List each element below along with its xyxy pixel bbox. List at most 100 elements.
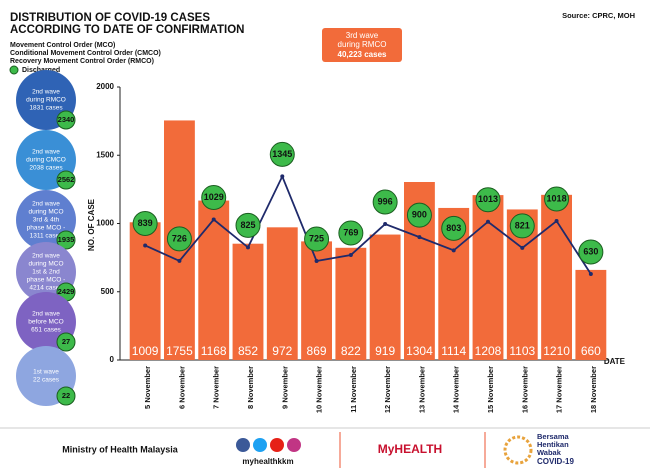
- social-icons: [236, 438, 301, 452]
- wave-label: 4214 cases: [29, 285, 63, 292]
- discharged-bubble: [406, 202, 432, 228]
- wave-label: 3rd & 4th: [33, 217, 60, 224]
- wave-label: 651 cases: [31, 327, 61, 334]
- x-tick-label: 9 November: [280, 366, 289, 409]
- wave-label: 2nd wave: [32, 253, 60, 260]
- wave-badge: [56, 386, 76, 406]
- bar-value-label: 972: [272, 344, 292, 358]
- x-axis-label: DATE: [604, 357, 626, 366]
- discharged-label: 821: [515, 220, 530, 230]
- discharged-label: 1029: [204, 192, 224, 202]
- wave-label: 22 cases: [33, 377, 60, 384]
- line-point: [520, 245, 525, 250]
- discharged-bubble: [201, 185, 227, 211]
- wave-label: 1831 cases: [29, 105, 63, 112]
- bar-value-label: 1168: [201, 344, 227, 358]
- wave-badge: [56, 110, 76, 130]
- line-point: [177, 258, 182, 263]
- y-tick-label: 1000: [96, 219, 114, 228]
- discharged-bubble: [441, 215, 467, 241]
- wave-label: 1311 cases: [30, 233, 64, 240]
- annotation: 40,223 cases: [338, 50, 387, 59]
- annotation-box: [322, 28, 402, 62]
- x-tick-label: 14 November: [452, 366, 461, 413]
- legend-label: Recovery Movement Control Order (RMCO): [10, 58, 154, 65]
- line-point: [143, 243, 148, 248]
- y-tick-label: 500: [101, 287, 115, 296]
- bar: [335, 247, 367, 360]
- discharged-bubble: [578, 239, 604, 265]
- wave-label: 1st & 2nd: [32, 269, 60, 276]
- campaign-logo: [503, 435, 533, 465]
- line-point: [280, 174, 285, 179]
- bar: [232, 243, 264, 360]
- x-tick-label: 15 November: [486, 366, 495, 413]
- footer-campaign: Wabak: [537, 448, 562, 457]
- wave-label: during RMCO: [26, 97, 66, 104]
- discharged-label: 1345: [272, 149, 292, 159]
- chart-title: DISTRIBUTION OF COVID-19 CASES: [10, 12, 210, 24]
- wave-badge: [56, 230, 76, 250]
- discharged-label: 630: [583, 246, 598, 256]
- chart-title: ACCORDING TO DATE OF CONFIRMATION: [10, 24, 244, 36]
- footer-campaign: COVID-19: [537, 457, 574, 466]
- x-tick-label: 17 November: [555, 366, 564, 413]
- discharged-label: 1018: [547, 193, 567, 203]
- y-tick-label: 2000: [96, 82, 114, 91]
- legend-swatch: [9, 65, 19, 75]
- discharged-label: 725: [309, 233, 324, 243]
- bar-value-label: 1114: [441, 344, 466, 358]
- discharged-label: 803: [446, 223, 461, 233]
- wave-badge: [56, 332, 76, 352]
- x-tick-label: 5 November: [143, 366, 152, 409]
- x-tick-label: 6 November: [177, 366, 186, 409]
- wave-label: phase MCO -: [27, 225, 66, 232]
- wave-discharged: 1935: [58, 235, 75, 244]
- legend-label: Movement Control Order (MCO): [10, 42, 115, 49]
- wave-label: 2nd wave: [32, 149, 60, 156]
- bar-value-label: 660: [581, 344, 601, 358]
- wave-label: during CMCO: [26, 157, 66, 164]
- line-point: [314, 259, 319, 264]
- discharged-label: 825: [240, 220, 255, 230]
- discharged-label: 900: [412, 210, 427, 220]
- wave-label: 2038 cases: [29, 165, 63, 172]
- wave-discharged: 2340: [58, 115, 75, 124]
- bar-value-label: 869: [307, 344, 327, 358]
- discharged-label: 769: [343, 227, 358, 237]
- bar-value-label: 822: [341, 344, 361, 358]
- wave-discharged: 2562: [58, 175, 75, 184]
- x-tick-label: 12 November: [383, 366, 392, 413]
- line-point: [554, 219, 559, 224]
- annotation: 3rd wave: [346, 31, 379, 40]
- discharged-bubble: [166, 226, 192, 252]
- y-axis-label: NO. OF CASE: [87, 198, 96, 251]
- x-tick-label: 13 November: [417, 366, 426, 413]
- footer-campaign: Bersama: [537, 432, 570, 441]
- x-tick-label: 16 November: [520, 366, 529, 413]
- bar: [266, 227, 298, 360]
- bar-value-label: 1009: [132, 344, 159, 358]
- bar: [198, 200, 230, 360]
- bar: [129, 222, 161, 360]
- wave-label: during MCO: [28, 261, 63, 268]
- x-tick-label: 8 November: [246, 366, 255, 409]
- bar-value-label: 1103: [509, 344, 535, 358]
- footer-brand: MyHEALTH: [378, 442, 442, 456]
- line-point: [451, 248, 456, 253]
- discharged-label: 1013: [478, 194, 498, 204]
- wave-label: 2nd wave: [32, 89, 60, 96]
- discharged-bubble: [269, 141, 295, 167]
- discharged-bubble: [544, 186, 570, 212]
- line-point: [211, 217, 216, 222]
- wave-label: before MCO: [28, 319, 63, 326]
- discharged-bubble: [475, 187, 501, 213]
- line-point: [486, 219, 490, 224]
- discharged-label: 839: [138, 218, 153, 228]
- discharged-bubble: [304, 226, 330, 252]
- source: Source: CPRC, MOH: [562, 11, 635, 20]
- bar-value-label: 1208: [475, 344, 502, 358]
- line-point: [348, 253, 353, 258]
- annotation: during RMCO: [338, 40, 387, 49]
